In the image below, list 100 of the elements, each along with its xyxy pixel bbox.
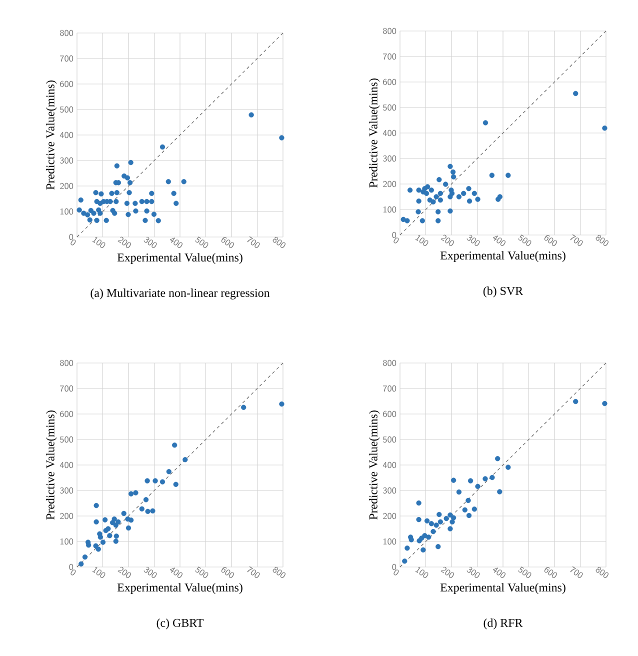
point bbox=[160, 479, 166, 484]
point bbox=[124, 200, 130, 206]
point bbox=[94, 502, 99, 508]
point bbox=[466, 198, 472, 204]
y-tick-label: 100 bbox=[383, 206, 396, 213]
y-tick-label: 600 bbox=[60, 410, 74, 418]
x-tick-label: 200 bbox=[440, 234, 454, 246]
point bbox=[171, 190, 176, 196]
point bbox=[98, 191, 104, 196]
point bbox=[436, 544, 441, 550]
y-tick-label: 800 bbox=[60, 30, 74, 36]
point bbox=[416, 500, 422, 506]
point bbox=[181, 179, 186, 184]
x-tick-label: 500 bbox=[518, 234, 532, 246]
y-tick-label: 800 bbox=[383, 360, 396, 366]
point bbox=[573, 398, 578, 404]
point bbox=[466, 498, 471, 504]
point bbox=[436, 512, 442, 518]
point bbox=[434, 522, 439, 528]
point bbox=[145, 508, 150, 514]
point bbox=[475, 484, 480, 490]
point bbox=[166, 469, 172, 474]
point bbox=[430, 528, 436, 534]
point bbox=[144, 198, 150, 204]
point bbox=[182, 457, 188, 462]
point bbox=[602, 400, 608, 406]
point bbox=[144, 478, 150, 484]
x-tick-label: 600 bbox=[544, 567, 557, 578]
y-tick-label: 100 bbox=[60, 538, 74, 545]
point bbox=[160, 144, 166, 150]
point bbox=[436, 177, 442, 182]
point bbox=[472, 506, 478, 512]
y-tick-label: 500 bbox=[383, 104, 396, 111]
point bbox=[466, 512, 472, 518]
y-tick-label: 800 bbox=[383, 28, 396, 34]
y-tick-label: 600 bbox=[60, 80, 74, 88]
point bbox=[139, 506, 144, 512]
point bbox=[416, 209, 421, 214]
point bbox=[450, 478, 456, 483]
point bbox=[114, 534, 119, 539]
point bbox=[78, 561, 84, 567]
y-tick-label: 700 bbox=[383, 385, 396, 392]
point bbox=[156, 218, 161, 224]
x-tick-label: 800 bbox=[272, 236, 286, 248]
point bbox=[173, 482, 178, 487]
point bbox=[248, 112, 254, 118]
point bbox=[434, 194, 439, 200]
point bbox=[426, 534, 432, 540]
point bbox=[450, 515, 456, 520]
point bbox=[450, 174, 456, 180]
point bbox=[438, 190, 444, 196]
x-tick-label: 400 bbox=[492, 568, 506, 578]
point bbox=[139, 198, 144, 204]
point bbox=[428, 188, 434, 193]
point bbox=[106, 526, 111, 532]
point bbox=[121, 510, 126, 516]
text: (b) SVR bbox=[483, 286, 524, 298]
point bbox=[113, 538, 118, 544]
y-tick-label: 500 bbox=[60, 106, 74, 113]
x-tick-label: 500 bbox=[195, 566, 208, 578]
point bbox=[104, 218, 109, 224]
point bbox=[127, 180, 133, 186]
point bbox=[82, 554, 88, 560]
y-tick-label: 400 bbox=[60, 462, 74, 468]
point bbox=[420, 547, 426, 553]
point bbox=[448, 208, 453, 214]
point bbox=[93, 190, 98, 196]
point bbox=[461, 190, 466, 196]
x-tick-label: 300 bbox=[466, 234, 480, 246]
y-axis-title: Predictive Value(mins) bbox=[46, 410, 57, 520]
x-axis-title: Experimental Value(mins) bbox=[117, 253, 242, 264]
y-tick-label: 300 bbox=[383, 155, 396, 162]
point bbox=[109, 190, 114, 196]
y-tick-label: 500 bbox=[60, 436, 74, 443]
x-tick-label: 100 bbox=[415, 566, 428, 578]
point bbox=[128, 491, 134, 496]
point bbox=[422, 533, 428, 538]
x-tick-label: 500 bbox=[195, 236, 208, 248]
point bbox=[497, 194, 502, 200]
point bbox=[428, 521, 434, 526]
point bbox=[128, 517, 134, 523]
point bbox=[124, 175, 130, 180]
point bbox=[96, 546, 101, 552]
point bbox=[152, 478, 158, 484]
point bbox=[151, 212, 157, 217]
point bbox=[424, 190, 430, 196]
point bbox=[114, 163, 120, 168]
y-tick-label: 300 bbox=[383, 487, 396, 494]
x-axis-title: Experimental Value(mins) bbox=[440, 251, 566, 262]
point bbox=[482, 120, 488, 126]
point bbox=[450, 169, 456, 175]
point bbox=[143, 497, 149, 502]
x-tick-label: 800 bbox=[272, 566, 286, 578]
y-tick-label: 300 bbox=[60, 487, 74, 494]
x-tick-label: 200 bbox=[118, 566, 131, 578]
point bbox=[174, 200, 179, 206]
x-tick-label: 800 bbox=[596, 566, 608, 578]
x-tick-label: 600 bbox=[221, 237, 234, 248]
point bbox=[462, 507, 468, 512]
point bbox=[98, 534, 104, 540]
